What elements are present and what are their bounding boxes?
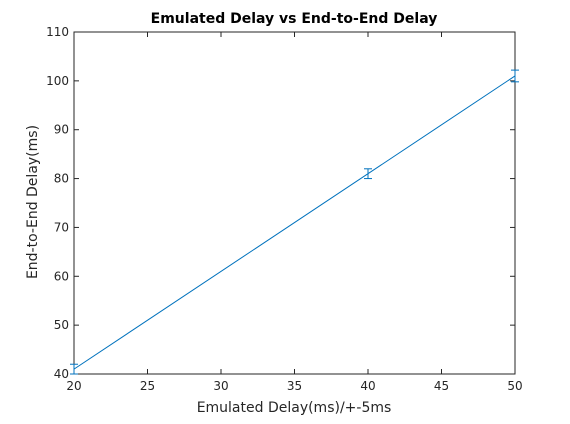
x-tick-label-2: 30 xyxy=(213,379,228,393)
x-tick-label-5: 45 xyxy=(434,379,449,393)
plot-area: 20 25 30 35 40 45 50 40 50 60 70 80 90 100 110 xyxy=(46,25,523,393)
y-tick-label-3: 70 xyxy=(54,220,69,234)
y-tick-label-4: 80 xyxy=(54,172,69,186)
x-tick-label-0: 20 xyxy=(66,379,81,393)
y-tick-label-7: 110 xyxy=(46,25,69,39)
series-line-0 xyxy=(73,75,516,370)
axes-box xyxy=(73,31,516,375)
y-tick-label-0: 40 xyxy=(54,367,69,381)
y-tick-label-2: 60 xyxy=(54,269,69,283)
chart-title: Emulated Delay vs End-to-End Delay xyxy=(151,11,438,27)
x-axis-label: Emulated Delay(ms)/+-5ms xyxy=(197,400,392,416)
y-axis-label: End-to-End Delay(ms) xyxy=(25,125,41,279)
y-tick-label-1: 50 xyxy=(54,318,69,332)
y-tick-label-5: 90 xyxy=(54,123,69,137)
x-tick-label-6: 50 xyxy=(507,379,522,393)
x-tick-label-3: 35 xyxy=(287,379,302,393)
x-tick-label-4: 40 xyxy=(360,379,375,393)
y-tick-label-6: 100 xyxy=(46,74,69,88)
x-tick-label-1: 25 xyxy=(140,379,155,393)
